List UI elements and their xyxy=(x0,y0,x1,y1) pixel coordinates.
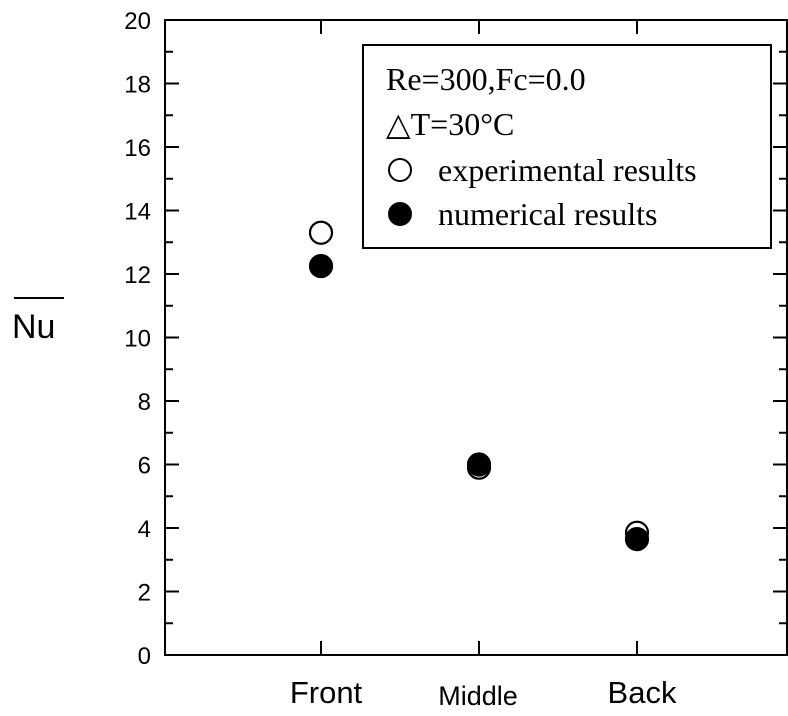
y-tick-label: 12 xyxy=(124,262,151,289)
legend-entry-experimental: experimental results xyxy=(438,152,697,188)
x-category-label: Middle xyxy=(438,681,518,711)
y-axis-label-text: Nu xyxy=(12,308,55,346)
y-tick-label: 16 xyxy=(124,135,151,162)
legend: Re=300,Fc=0.0 △T=30°C experimental resul… xyxy=(362,44,772,249)
y-tick-label: 10 xyxy=(124,326,151,353)
legend-marker-open-circle xyxy=(388,158,412,182)
y-tick-label: 8 xyxy=(138,389,151,416)
numerical-result-point xyxy=(624,527,650,552)
legend-box xyxy=(362,44,772,249)
data-points xyxy=(308,220,650,552)
y-tick-label: 18 xyxy=(124,72,151,99)
numerical-result-point xyxy=(466,452,492,477)
experimental-result-point xyxy=(308,220,334,245)
y-tick-label: 0 xyxy=(138,643,151,670)
y-axis-label: Nu xyxy=(12,297,64,346)
y-tick-label: 4 xyxy=(138,516,151,543)
x-category-label: Back xyxy=(608,675,677,710)
legend-condition-delta-t: △T=30°C xyxy=(386,106,514,142)
x-category-label: Front xyxy=(290,675,363,710)
y-axis-ticks xyxy=(165,19,787,656)
numerical-result-point xyxy=(308,253,334,279)
y-tick-label: 2 xyxy=(138,580,151,607)
legend-marker-filled-circle xyxy=(388,202,412,226)
y-tick-label: 14 xyxy=(124,199,151,226)
legend-entry-numerical: numerical results xyxy=(438,196,657,232)
legend-condition-re-fc: Re=300,Fc=0.0 xyxy=(386,61,586,97)
x-axis-ticks xyxy=(320,20,638,655)
y-tick-label: 20 xyxy=(124,8,151,35)
y-tick-label: 6 xyxy=(138,453,151,480)
x-axis-category-labels: Front Middle Back xyxy=(290,675,677,711)
y-axis-tick-labels: 0 2 4 6 8 10 12 14 16 18 20 xyxy=(124,8,151,670)
